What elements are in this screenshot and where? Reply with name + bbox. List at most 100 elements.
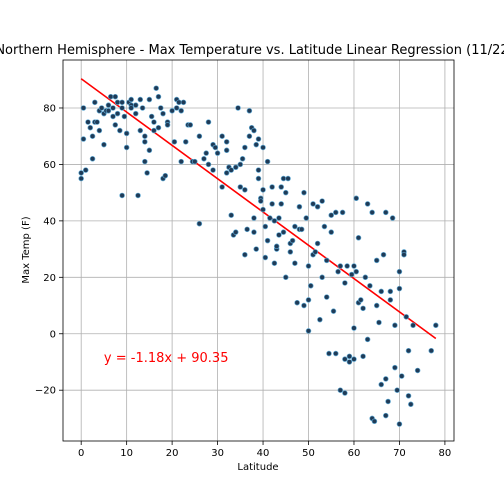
- data-point: [148, 113, 155, 120]
- data-point: [203, 150, 209, 156]
- data-point: [351, 356, 357, 362]
- data-point: [123, 144, 130, 151]
- data-point: [401, 251, 407, 258]
- data-point: [173, 105, 180, 111]
- data-point: [278, 184, 284, 190]
- data-point: [142, 133, 148, 139]
- data-point: [119, 192, 125, 199]
- data-point: [253, 141, 259, 148]
- data-point: [135, 192, 141, 199]
- data-point: [132, 102, 139, 108]
- y-tick-label: 20: [43, 273, 56, 284]
- data-point: [223, 170, 230, 176]
- data-point: [367, 283, 373, 289]
- data-point: [298, 226, 305, 233]
- data-point: [383, 412, 389, 419]
- data-point: [80, 105, 87, 111]
- data-point: [378, 288, 385, 295]
- data-point: [94, 119, 100, 125]
- data-point: [78, 175, 84, 182]
- data-point: [169, 108, 175, 114]
- data-point: [310, 201, 316, 207]
- data-point: [342, 356, 348, 362]
- data-point: [314, 240, 321, 247]
- data-point: [255, 175, 262, 182]
- data-point: [380, 251, 387, 258]
- data-point: [362, 274, 369, 281]
- data-point: [371, 418, 378, 424]
- data-point: [364, 201, 371, 207]
- data-point: [269, 201, 275, 207]
- data-point: [408, 401, 414, 408]
- data-point: [255, 167, 262, 173]
- data-point: [319, 274, 325, 281]
- data-point: [280, 175, 287, 182]
- data-point: [251, 229, 257, 235]
- data-point: [176, 99, 182, 106]
- data-point: [428, 347, 435, 354]
- data-point: [180, 99, 187, 106]
- x-tick-label: 40: [257, 448, 270, 459]
- data-points: [78, 85, 439, 427]
- data-point: [214, 150, 221, 156]
- data-point: [342, 390, 348, 396]
- data-point: [337, 263, 344, 269]
- data-point: [155, 93, 162, 100]
- data-point: [396, 268, 403, 275]
- data-point: [121, 113, 128, 120]
- data-point: [82, 167, 89, 173]
- data-point: [205, 119, 212, 125]
- chart-title: Northern Hemisphere - Max Temperature vs…: [0, 43, 504, 58]
- data-point: [128, 105, 134, 111]
- data-point: [383, 376, 389, 382]
- data-point: [376, 319, 382, 326]
- data-point: [253, 246, 259, 252]
- regression-equation: y = -1.18x + 90.35: [104, 351, 229, 366]
- data-point: [405, 393, 412, 399]
- data-point: [283, 189, 289, 196]
- data-point: [146, 147, 153, 154]
- data-point: [278, 201, 284, 207]
- data-point: [80, 136, 87, 142]
- data-point: [158, 105, 164, 111]
- data-point: [235, 105, 241, 111]
- data-point: [433, 322, 439, 329]
- x-tick-label: 80: [439, 448, 452, 459]
- data-point: [187, 122, 194, 128]
- data-point: [267, 215, 273, 221]
- data-point: [292, 223, 298, 230]
- data-point: [262, 254, 269, 261]
- data-point: [342, 280, 348, 286]
- data-point: [364, 336, 371, 343]
- data-point: [328, 212, 334, 218]
- data-point: [346, 353, 353, 360]
- data-point: [132, 110, 139, 117]
- data-point: [335, 268, 341, 275]
- x-tick-label: 70: [393, 448, 406, 459]
- x-tick-label: 20: [166, 448, 179, 459]
- data-point: [112, 93, 119, 100]
- data-point: [276, 215, 282, 221]
- data-point: [242, 144, 248, 151]
- data-point: [171, 139, 178, 145]
- data-point: [237, 184, 244, 190]
- data-point: [237, 161, 244, 168]
- data-point: [394, 387, 400, 393]
- data-point: [87, 124, 94, 131]
- data-point: [317, 316, 323, 323]
- data-point: [201, 156, 207, 162]
- data-point: [258, 198, 264, 204]
- data-point: [160, 110, 166, 117]
- data-point: [378, 381, 385, 388]
- data-point: [183, 139, 189, 145]
- data-point: [223, 139, 230, 145]
- data-point: [114, 99, 121, 106]
- data-point: [260, 206, 266, 213]
- data-point: [196, 133, 203, 139]
- data-point: [89, 133, 96, 139]
- data-point: [387, 297, 394, 303]
- data-point: [403, 314, 410, 320]
- data-point: [98, 105, 105, 111]
- plot-frame: [62, 59, 455, 442]
